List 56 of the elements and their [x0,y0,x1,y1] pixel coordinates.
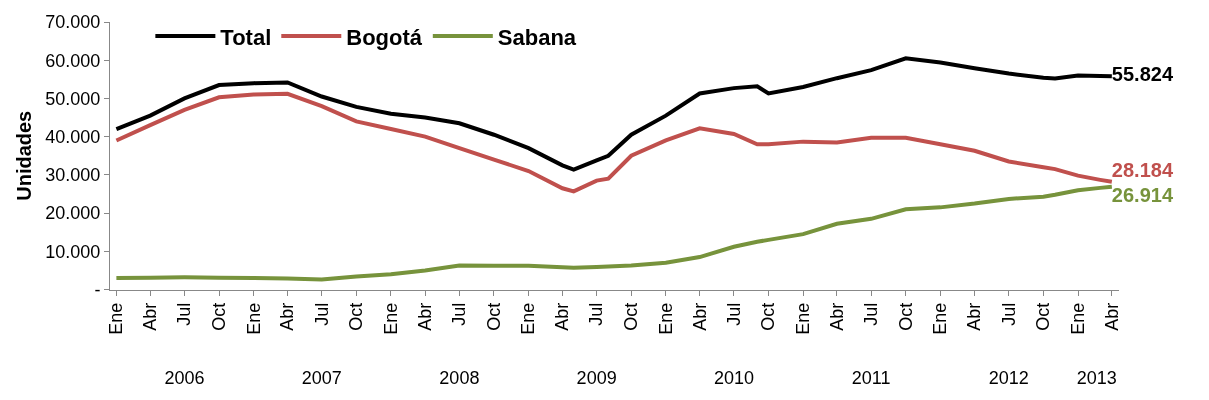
line-series [114,91,1114,194]
x-tick-label: Ene [380,302,401,335]
x-tick-label: Ene [243,302,264,335]
y-tick-label: 50.000 [45,88,101,109]
y-tick-label: 30.000 [45,165,101,186]
x-tick-label: Abr [277,302,298,331]
x-tick-label: Oct [208,302,229,331]
x-tick-label: Oct [483,302,504,331]
y-tick-label: 20.000 [45,203,101,224]
x-tick-label: Jul [174,302,195,326]
x-tick-label: Ene [792,302,813,335]
x2-tick-label: 2008 [439,368,480,388]
legend-label: Sabana [497,24,577,50]
y-tick-label: 10.000 [45,241,101,262]
y-tick-label: - [94,279,101,300]
x-tick-label: Oct [895,302,916,331]
x-tick-label: Abr [140,302,161,331]
y-tick-label: 40.000 [45,126,101,147]
x-tick-label: Abr [415,302,435,331]
x2-tick-label: 2012 [988,368,1029,388]
x-tick-label: Abr [964,302,985,331]
x-tick-label: Abr [689,302,710,331]
x-tick-label: Ene [518,302,539,335]
x-tick-label: Abr [1101,302,1122,331]
x-tick-label: Oct [1033,302,1054,331]
data-label: 28.184 [1111,158,1174,181]
x-tick-label: Oct [346,302,367,331]
x-tick-label: Jul [861,302,882,326]
x2-tick-label: 2011 [851,368,891,388]
data-label: 26.914 [1111,183,1174,206]
line-series [114,56,1114,172]
x-tick-label: Jul [449,302,470,326]
x-tick-label: Ene [655,302,676,335]
x2-tick-label: 2009 [576,368,617,388]
x-tick-label: Oct [621,302,642,331]
x2-tick-label: 2013 [1076,368,1117,388]
legend-label: Total [220,24,272,50]
x-tick-label: Ene [930,302,951,335]
data-label: 55.824 [1111,63,1174,86]
y-tick-label: 70.000 [45,12,101,33]
legend-label: Bogotá [346,24,423,50]
line-series [114,184,1114,282]
x2-tick-label: 2007 [301,368,342,388]
x2-tick-label: 2010 [713,368,754,388]
x-tick-label: Abr [826,302,847,331]
x-tick-label: Jul [586,302,607,326]
x-tick-label: Abr [552,302,573,331]
x-tick-label: Ene [106,302,127,335]
x-tick-label: Oct [758,302,779,331]
x-tick-label: Jul [311,302,332,326]
x-tick-label: Jul [723,302,744,326]
y-tick-label: 60.000 [45,50,101,71]
x-tick-label: Jul [998,302,1019,326]
x-tick-label: Ene [1067,302,1088,335]
y-axis-title: Unidades [12,110,35,201]
x2-tick-label: 2006 [164,368,205,388]
